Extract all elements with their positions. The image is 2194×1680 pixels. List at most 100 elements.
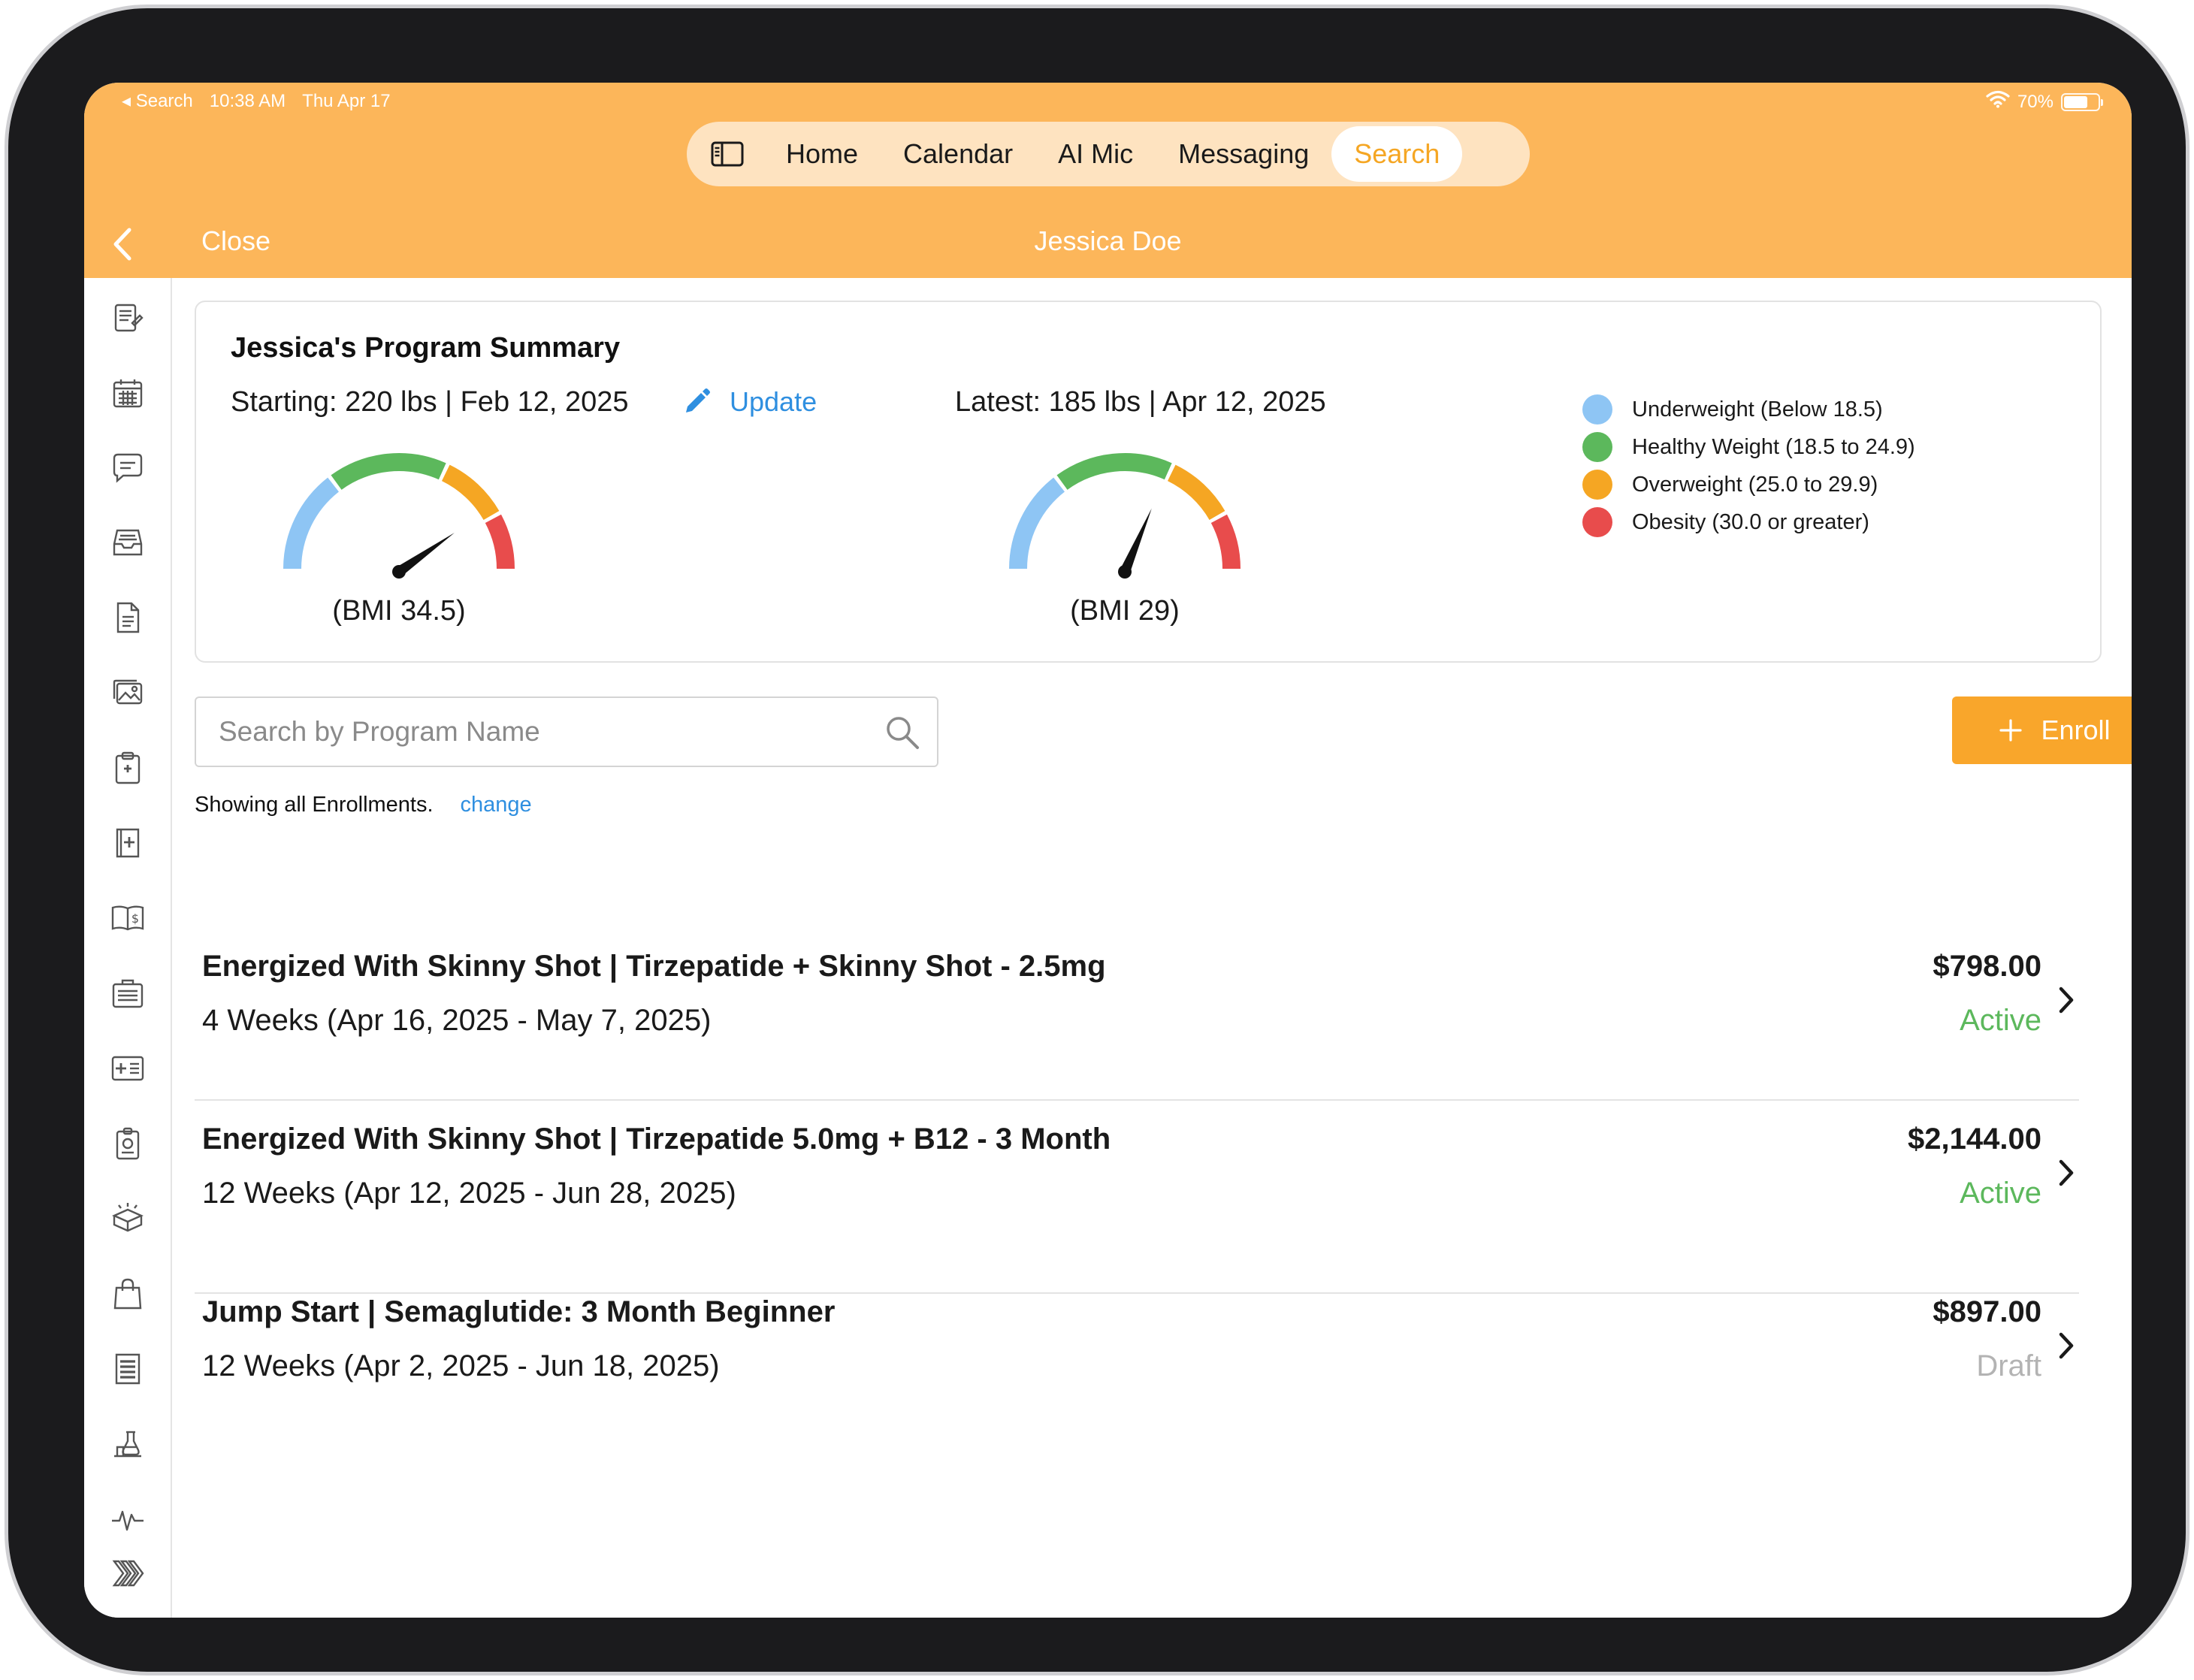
enroll-button[interactable]: Enroll <box>1952 696 2132 764</box>
chat-icon[interactable] <box>108 448 147 487</box>
medical-id-icon[interactable] <box>108 1049 147 1088</box>
program-search-box <box>195 696 938 767</box>
gauge-needle <box>1120 508 1152 574</box>
legend-healthy: Healthy Weight (18.5 to 24.9) <box>1582 428 1915 466</box>
gauge-segment-healthy <box>331 453 446 490</box>
app-header: ◂ Search 10:38 AM Thu Apr 17 70% <box>84 83 2132 278</box>
vitals-icon[interactable] <box>108 1500 147 1539</box>
sidebar-toggle-button[interactable] <box>691 126 763 182</box>
tab-calendar[interactable]: Calendar <box>903 138 1014 169</box>
enrollment-dates: 12 Weeks (Apr 2, 2025 - Jun 18, 2025) <box>202 1349 720 1382</box>
back-to-app-link[interactable]: ◂ Search <box>122 91 193 111</box>
chevron-right-icon <box>2059 1332 2074 1359</box>
shopping-bag-icon[interactable] <box>108 1274 147 1313</box>
chevron-right-icon <box>2059 987 2074 1014</box>
more-chevrons-icon[interactable] <box>108 1554 147 1593</box>
screen: ◂ Search 10:38 AM Thu Apr 17 70% <box>84 83 2132 1618</box>
legend-label: Underweight (Below 18.5) <box>1632 397 1883 422</box>
enrollment-row[interactable]: Jump Start | Semaglutide: 3 Month Beginn… <box>195 1271 2079 1422</box>
status-time: 10:38 AM <box>209 90 286 111</box>
gauge-segment-overweight <box>441 464 500 521</box>
enrollment-name: Energized With Skinny Shot | Tirzepatide… <box>202 950 1106 983</box>
enrollment-name: Jump Start | Semaglutide: 3 Month Beginn… <box>202 1295 836 1328</box>
status-left: ◂ Search 10:38 AM Thu Apr 17 <box>122 90 391 112</box>
status-bar: ◂ Search 10:38 AM Thu Apr 17 70% <box>84 83 2132 120</box>
row-divider <box>195 1292 2079 1294</box>
main-content: Jessica's Program Summary Starting: 220 … <box>172 278 2132 1618</box>
latest-bmi-label: (BMI 29) <box>1070 595 1180 627</box>
legend-overweight: Overweight (25.0 to 29.9) <box>1582 466 1915 503</box>
inbox-icon[interactable] <box>108 523 147 562</box>
gauge-needle-hub <box>1118 565 1132 579</box>
badge-icon[interactable] <box>108 1124 147 1163</box>
tab-ai-mic[interactable]: AI Mic <box>1058 138 1134 169</box>
gauge-segment-underweight <box>283 477 340 570</box>
gauge-segment-underweight <box>1009 477 1065 570</box>
search-input[interactable] <box>196 698 937 766</box>
pencil-icon <box>686 388 710 412</box>
notes-icon[interactable] <box>108 299 147 338</box>
enrollment-status: Active <box>1960 1177 2041 1210</box>
gauge-segment-obesity <box>1210 514 1241 570</box>
battery-percent: 70% <box>2017 91 2053 112</box>
images-icon[interactable] <box>108 673 147 712</box>
enrollment-name: Energized With Skinny Shot | Tirzepatide… <box>202 1123 1111 1156</box>
status-right: 70% <box>1986 90 2103 113</box>
battery-level <box>2064 95 2087 108</box>
chevron-right-icon <box>2059 1159 2074 1186</box>
enrollment-row[interactable]: Energized With Skinny Shot | Tirzepatide… <box>195 926 2079 1076</box>
back-button[interactable] <box>99 218 144 270</box>
sidebar-toggle-icon <box>711 141 744 167</box>
legend-dot <box>1582 470 1612 500</box>
wifi-icon <box>1986 90 2010 113</box>
package-icon[interactable] <box>108 1199 147 1238</box>
enrollment-status: Active <box>1960 1004 2041 1037</box>
enrollment-dates: 12 Weeks (Apr 12, 2025 - Jun 28, 2025) <box>202 1177 736 1210</box>
update-button[interactable]: Update <box>681 386 817 418</box>
clipboard-icon[interactable] <box>108 748 147 787</box>
program-summary-card: Jessica's Program Summary Starting: 220 … <box>195 301 2102 663</box>
enrollment-status: Draft <box>1976 1349 2041 1382</box>
lab-icon[interactable] <box>108 1425 147 1464</box>
starting-bmi-gauge <box>283 453 515 579</box>
legend-label: Overweight (25.0 to 29.9) <box>1632 472 1878 497</box>
bmi-legend: Underweight (Below 18.5) Healthy Weight … <box>1582 391 1915 541</box>
starting-bmi-label: (BMI 34.5) <box>332 595 466 627</box>
page-title: Jessica Doe <box>1034 225 1182 256</box>
briefcase-icon[interactable] <box>108 974 147 1013</box>
gauge-segment-obesity <box>485 514 515 570</box>
sidebar: $ <box>84 278 172 1618</box>
gauge-needle-hub <box>392 565 406 579</box>
enroll-label: Enroll <box>2041 715 2111 745</box>
medical-book-icon[interactable] <box>108 823 147 863</box>
top-tab-bar: Home Calendar AI Mic Messaging Search <box>687 122 1530 186</box>
tab-messaging[interactable]: Messaging <box>1178 138 1310 169</box>
search-icon[interactable] <box>883 713 922 752</box>
legend-dot <box>1582 394 1612 425</box>
filter-text: Showing all Enrollments. <box>195 793 434 817</box>
legend-label: Healthy Weight (18.5 to 24.9) <box>1632 434 1915 459</box>
starting-weight-label: Starting: 220 lbs | Feb 12, 2025 <box>231 386 629 418</box>
status-date: Thu Apr 17 <box>302 90 391 111</box>
battery-icon <box>2061 92 2103 111</box>
document-icon[interactable] <box>108 598 147 637</box>
chevron-left-icon <box>113 228 131 261</box>
tab-search[interactable]: Search <box>1331 126 1463 182</box>
gauge-segment-overweight <box>1167 464 1225 521</box>
nav-bar: Close Jessica Doe <box>84 210 2132 278</box>
enrollment-price: $897.00 <box>1933 1295 2041 1328</box>
row-divider <box>195 1099 2079 1101</box>
calendar-icon[interactable] <box>108 374 147 413</box>
summary-title: Jessica's Program Summary <box>231 332 621 364</box>
legend-dot <box>1582 507 1612 537</box>
tab-home[interactable]: Home <box>786 138 859 169</box>
update-label: Update <box>730 386 817 417</box>
billing-book-icon[interactable]: $ <box>108 899 147 938</box>
legend-dot <box>1582 432 1612 462</box>
enrollment-row[interactable]: Energized With Skinny Shot | Tirzepatide… <box>195 1098 2079 1249</box>
filter-row: Showing all Enrollments. change <box>195 793 532 817</box>
filter-change-link[interactable]: change <box>460 793 532 817</box>
receipt-icon[interactable] <box>108 1349 147 1388</box>
close-button[interactable]: Close <box>201 225 271 256</box>
enrollment-price: $798.00 <box>1933 950 2041 983</box>
